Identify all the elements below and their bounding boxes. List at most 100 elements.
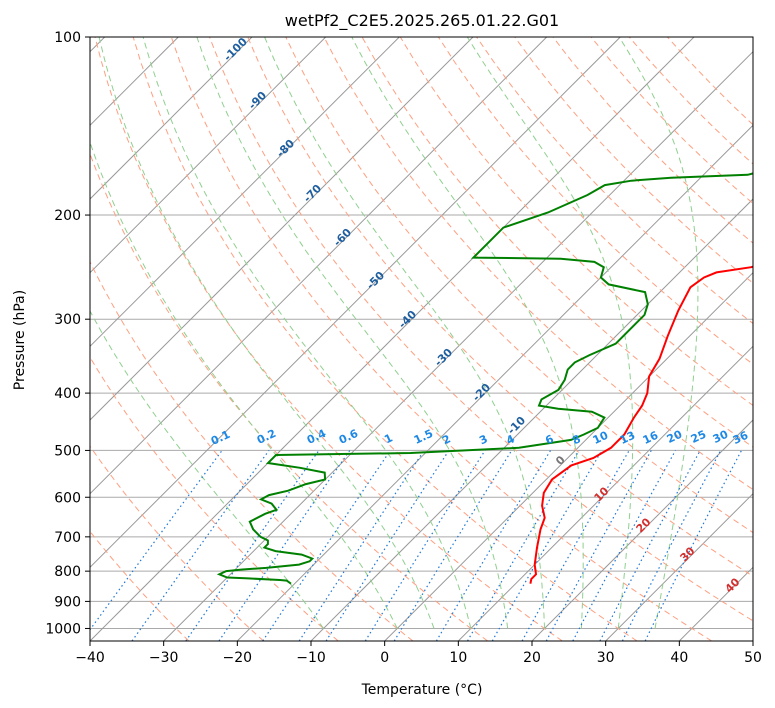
x-tick-label: 20 bbox=[523, 650, 541, 666]
isotherm-line bbox=[90, 37, 400, 348]
mixing-ratio-line bbox=[644, 450, 743, 641]
mixing-ratio-label: 0.1 bbox=[209, 428, 232, 448]
mixing-ratio-label: 30 bbox=[711, 428, 731, 446]
dry-adiabat-label: -80 bbox=[274, 137, 297, 160]
plot-frame bbox=[89, 36, 754, 642]
dry-adiabat-label: -60 bbox=[331, 226, 354, 249]
isotherm-line bbox=[605, 492, 753, 641]
moist-adiabat-line bbox=[98, 37, 435, 629]
isotherm-line bbox=[531, 419, 753, 641]
y-tick-label: 900 bbox=[54, 594, 81, 610]
moist-adiabat-line bbox=[264, 37, 545, 629]
plot-area: -100-90-80-70-60-50-40-30-20-100.1 0.2 0.4… bbox=[90, 35, 753, 641]
mixing-ratio-line bbox=[545, 450, 652, 641]
dry-adiabat-label: -90 bbox=[246, 89, 269, 112]
chart-title: wetPf2_C2E5.2025.265.01.22.G01 bbox=[285, 11, 559, 31]
mixing-ratio-label: 25 bbox=[689, 428, 708, 446]
mixing-ratio-line bbox=[599, 450, 701, 641]
mixing-ratio-line bbox=[572, 450, 677, 641]
x-tick-label: 40 bbox=[670, 650, 688, 666]
moist-adiabat-label: 40 bbox=[723, 575, 743, 595]
mixing-ratio-line bbox=[185, 450, 320, 641]
isotherm-line bbox=[90, 37, 695, 641]
isotherm-line bbox=[163, 50, 753, 641]
dry-adiabat-label: -40 bbox=[396, 308, 419, 331]
dry-adiabat-line bbox=[132, 37, 638, 641]
moist-adiabat-line bbox=[90, 310, 324, 629]
dry-adiabat-line bbox=[90, 356, 339, 641]
x-axis-label: Temperature (°C) bbox=[361, 682, 483, 698]
dry-adiabat-line bbox=[94, 37, 563, 641]
mixing-ratio-line bbox=[90, 450, 223, 631]
dry-adiabat-line bbox=[90, 260, 414, 641]
mixing-ratio-label: 0.2 bbox=[255, 427, 278, 447]
mixing-ratio-line bbox=[131, 450, 270, 641]
isotherm-line bbox=[384, 271, 753, 641]
y-axis-label: Pressure (hPa) bbox=[12, 290, 28, 390]
isotherm-line bbox=[90, 37, 327, 274]
moist-adiabat-line bbox=[351, 37, 584, 629]
temperature-profile bbox=[529, 265, 753, 584]
mixing-ratio-line bbox=[298, 450, 425, 641]
dry-adiabat-line bbox=[323, 37, 753, 491]
isotherm-line bbox=[90, 37, 474, 421]
dry-adiabat-label: -100 bbox=[221, 35, 250, 64]
isotherm-line bbox=[457, 345, 753, 641]
mixing-ratio-label: 3 bbox=[477, 432, 489, 447]
y-tick-label: 300 bbox=[54, 312, 81, 328]
mixing-ratio-label: 10 bbox=[591, 429, 611, 447]
x-tick-label: −10 bbox=[296, 650, 326, 666]
mixing-ratio-label: 2 bbox=[440, 432, 452, 447]
moist-adiabat-label: 30 bbox=[678, 544, 698, 564]
dewpoint-profile bbox=[216, 172, 753, 585]
dry-adiabat-line bbox=[285, 37, 753, 534]
dry-adiabat-line bbox=[552, 37, 753, 244]
x-tick-label: −20 bbox=[223, 650, 253, 666]
line-labels: -100-90-80-70-60-50-40-30-20-100.1 0.2 0.4… bbox=[209, 35, 751, 596]
mixing-ratio-label: 36 bbox=[731, 429, 751, 447]
x-axis: −40 −30 −20 −10 0 10 20 30 40 50 bbox=[75, 641, 762, 666]
moist-adiabat-label: 20 bbox=[634, 515, 654, 535]
isotherm-line bbox=[236, 124, 753, 641]
mixing-ratio-label: 0.6 bbox=[337, 427, 360, 447]
y-tick-label: 800 bbox=[54, 564, 81, 580]
moist-adiabat-line bbox=[618, 37, 699, 629]
moist-adiabat-line bbox=[142, 37, 472, 629]
mixing-ratio-line bbox=[466, 450, 580, 641]
dry-adiabat-line bbox=[209, 37, 753, 622]
isotherm-line bbox=[90, 37, 548, 495]
dry-adiabat-label: -30 bbox=[432, 346, 455, 369]
mixing-ratio-label: 13 bbox=[618, 429, 637, 447]
y-tick-label: 700 bbox=[54, 530, 81, 546]
y-tick-label: 500 bbox=[54, 443, 81, 459]
dry-adiabat-line bbox=[514, 37, 753, 284]
moist-adiabat-line bbox=[90, 140, 398, 629]
mixing-ratio-line bbox=[218, 450, 351, 641]
y-tick-label: 100 bbox=[54, 30, 81, 46]
dry-adiabat-line bbox=[437, 37, 753, 365]
y-tick-label: 400 bbox=[54, 386, 81, 402]
mixing-ratio-label: 0.4 bbox=[305, 427, 328, 447]
dry-adiabat-label: -70 bbox=[301, 182, 324, 205]
y-tick-label: 600 bbox=[54, 490, 81, 506]
dry-adiabat-line bbox=[247, 37, 753, 577]
moist-adiabat-label: 10 bbox=[592, 484, 612, 504]
moist-adiabat-line bbox=[196, 37, 509, 629]
x-tick-label: −30 bbox=[149, 650, 179, 666]
mixing-ratio-label: 1.5 bbox=[412, 427, 435, 447]
dry-adiabat-label: -20 bbox=[470, 381, 493, 404]
mixing-ratio-line bbox=[262, 450, 391, 641]
y-axis: 100 200 300 400 500 600 700 800 900 1000 bbox=[45, 30, 90, 637]
dry-adiabat-line bbox=[90, 445, 264, 641]
y-tick-label: 1000 bbox=[45, 621, 81, 637]
x-tick-label: 30 bbox=[597, 650, 615, 666]
mixing-ratio-label: 6 bbox=[543, 432, 556, 447]
mixing-ratio-label: 16 bbox=[641, 429, 661, 447]
x-tick-label: −40 bbox=[75, 650, 105, 666]
dry-adiabat-line bbox=[90, 530, 190, 641]
mixing-ratio-label: 1 bbox=[382, 431, 394, 446]
dry-adiabat-label: -50 bbox=[364, 269, 387, 292]
moist-adiabat-line bbox=[466, 37, 634, 629]
x-tick-label: 0 bbox=[380, 650, 389, 666]
